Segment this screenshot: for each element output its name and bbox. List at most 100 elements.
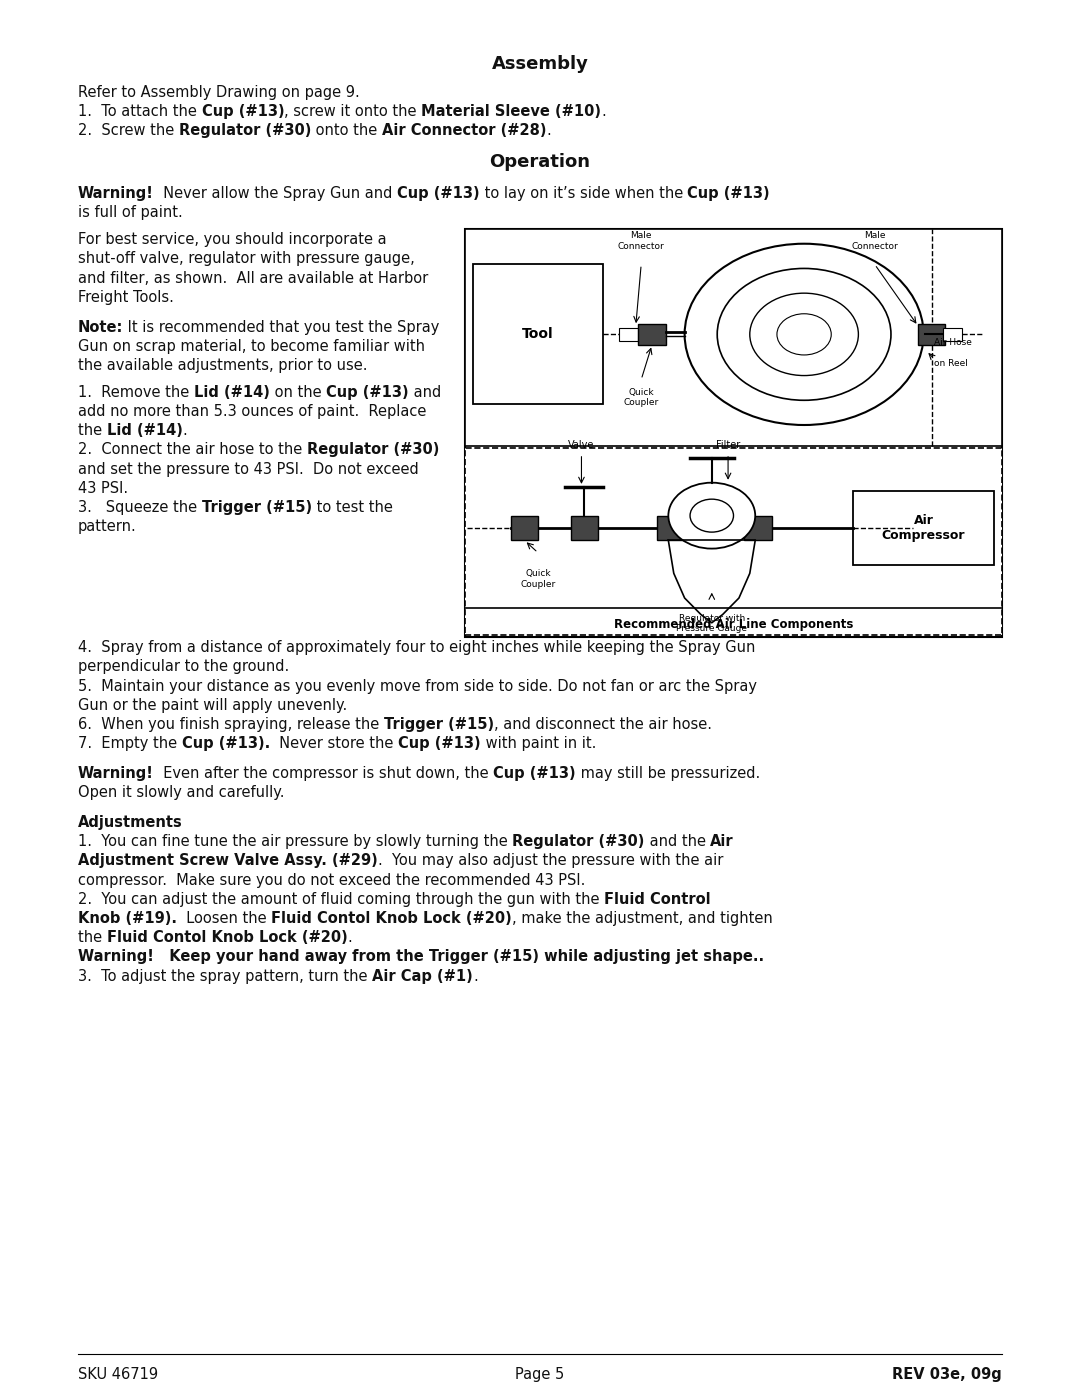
Text: Air
Compressor: Air Compressor [881,514,966,542]
Text: Trigger (#15): Trigger (#15) [202,500,312,515]
Text: 2.  Connect the air hose to the: 2. Connect the air hose to the [78,443,307,457]
Text: Warning!: Warning! [78,766,153,781]
Bar [620,328,638,341]
Bar [570,515,597,541]
Text: Air Cap (#1): Air Cap (#1) [373,968,473,983]
Text: .: . [602,105,606,119]
Text: Never store the: Never store the [270,736,399,752]
Text: 6.  When you finish spraying, release the: 6. When you finish spraying, release the [78,717,383,732]
Text: Cup (#13): Cup (#13) [202,105,284,119]
Circle shape [750,293,859,376]
Text: Filter: Filter [716,440,740,450]
Text: on Reel: on Reel [934,359,969,367]
Text: Adjustment Screw Valve Assy. (#29): Adjustment Screw Valve Assy. (#29) [78,854,378,869]
Text: .: . [348,930,352,946]
Text: and the: and the [645,834,711,849]
Text: .: . [183,423,187,439]
Text: Regulator (#30): Regulator (#30) [179,123,311,138]
Text: Fluid Control: Fluid Control [604,891,711,907]
Text: Knob (#19).: Knob (#19). [78,911,177,926]
Text: and set the pressure to 43 PSI.  Do not exceed: and set the pressure to 43 PSI. Do not e… [78,461,419,476]
Text: .: . [473,968,477,983]
Bar [658,515,685,541]
Bar [943,328,961,341]
Text: 2.  You can adjust the amount of fluid coming through the gun with the: 2. You can adjust the amount of fluid co… [78,891,604,907]
Text: to lay on it’s side when the: to lay on it’s side when the [480,186,687,201]
Text: may still be pressurized.: may still be pressurized. [576,766,760,781]
Text: shut-off valve, regulator with pressure gauge,: shut-off valve, regulator with pressure … [78,251,415,267]
Text: SKU 46719: SKU 46719 [78,1368,158,1382]
Text: 3.   Squeeze the: 3. Squeeze the [78,500,202,515]
Text: Loosen the: Loosen the [177,911,271,926]
Text: 1.  You can fine tune the air pressure by slowly turning the: 1. You can fine tune the air pressure by… [78,834,512,849]
Text: and: and [408,386,441,400]
Text: Cup (#13).: Cup (#13). [181,736,270,752]
Text: perpendicular to the ground.: perpendicular to the ground. [78,659,289,675]
Bar [638,324,665,345]
Text: Male
Connector: Male Connector [851,232,899,250]
Text: .  You may also adjust the pressure with the air: . You may also adjust the pressure with … [378,854,724,869]
Text: Material Sleeve (#10): Material Sleeve (#10) [421,105,602,119]
Text: compressor.  Make sure you do not exceed the recommended 43 PSI.: compressor. Make sure you do not exceed … [78,873,585,887]
Text: Fluid Contol Knob Lock (#20): Fluid Contol Knob Lock (#20) [107,930,348,946]
Text: to test the: to test the [312,500,393,515]
Text: Cup (#13): Cup (#13) [687,186,770,201]
Text: Regulator (#30): Regulator (#30) [307,443,440,457]
Text: 3.  To adjust the spray pattern, turn the: 3. To adjust the spray pattern, turn the [78,968,373,983]
Bar [853,490,995,564]
Text: .: . [546,123,552,138]
Text: , screw it onto the: , screw it onto the [284,105,421,119]
Text: on the: on the [270,386,326,400]
Text: is full of paint.: is full of paint. [78,205,183,221]
Text: Never allow the Spray Gun and: Never allow the Spray Gun and [153,186,396,201]
Text: Air Hose: Air Hose [934,338,972,346]
Text: with paint in it.: with paint in it. [481,736,596,752]
Text: add no more than 5.3 ounces of paint.  Replace: add no more than 5.3 ounces of paint. Re… [78,404,427,419]
Text: the: the [78,423,107,439]
Bar [918,324,945,345]
Text: Regulator (#30): Regulator (#30) [512,834,645,849]
Text: 1.  To attach the: 1. To attach the [78,105,202,119]
Text: Valve: Valve [568,440,595,450]
Text: Air Connector (#28): Air Connector (#28) [382,123,546,138]
Text: , make the adjustment, and tighten: , make the adjustment, and tighten [512,911,773,926]
Text: Air: Air [711,834,734,849]
Circle shape [669,483,755,549]
Text: the available adjustments, prior to use.: the available adjustments, prior to use. [78,358,367,373]
Text: For best service, you should incorporate a: For best service, you should incorporate… [78,232,387,247]
Text: pattern.: pattern. [78,520,137,534]
Text: Fluid Contol Knob Lock (#20): Fluid Contol Knob Lock (#20) [271,911,512,926]
Text: Lid (#14): Lid (#14) [194,386,270,400]
Bar [464,229,1002,446]
Text: 4.  Spray from a distance of approximately four to eight inches while keeping th: 4. Spray from a distance of approximatel… [78,640,755,655]
Text: Cup (#13): Cup (#13) [399,736,481,752]
Text: Warning!: Warning! [78,186,153,201]
Text: Male
Connector: Male Connector [618,232,664,250]
Circle shape [685,243,923,425]
Bar [464,447,1002,636]
Text: Gun or the paint will apply unevenly.: Gun or the paint will apply unevenly. [78,697,348,712]
Text: Quick
Coupler: Quick Coupler [623,388,659,408]
Text: Cup (#13): Cup (#13) [494,766,576,781]
Circle shape [690,499,733,532]
Text: Note:: Note: [78,320,123,335]
Text: Assembly: Assembly [491,54,589,73]
Text: 1.  Remove the: 1. Remove the [78,386,194,400]
Text: Warning!   Keep your hand away from the Trigger (#15) while adjusting jet shape.: Warning! Keep your hand away from the Tr… [78,950,765,964]
Text: 43 PSI.: 43 PSI. [78,481,129,496]
Text: , and disconnect the air hose.: , and disconnect the air hose. [494,717,712,732]
Text: Cup (#13): Cup (#13) [396,186,480,201]
Text: Refer to Assembly Drawing on page 9.: Refer to Assembly Drawing on page 9. [78,85,360,101]
Text: 2.  Screw the: 2. Screw the [78,123,179,138]
Circle shape [777,314,832,355]
Bar [511,515,538,541]
Text: Recommended Air Line Components: Recommended Air Line Components [613,619,853,631]
Text: Lid (#14): Lid (#14) [107,423,183,439]
Text: Even after the compressor is shut down, the: Even after the compressor is shut down, … [153,766,494,781]
Text: 5.  Maintain your distance as you evenly move from side to side. Do not fan or a: 5. Maintain your distance as you evenly … [78,679,757,693]
Text: Open it slowly and carefully.: Open it slowly and carefully. [78,785,284,800]
Circle shape [717,268,891,401]
Text: Regulator with
Pressure Gauge: Regulator with Pressure Gauge [676,613,747,633]
Text: REV 03e, 09g: REV 03e, 09g [892,1368,1002,1382]
Text: Tool: Tool [523,327,554,341]
